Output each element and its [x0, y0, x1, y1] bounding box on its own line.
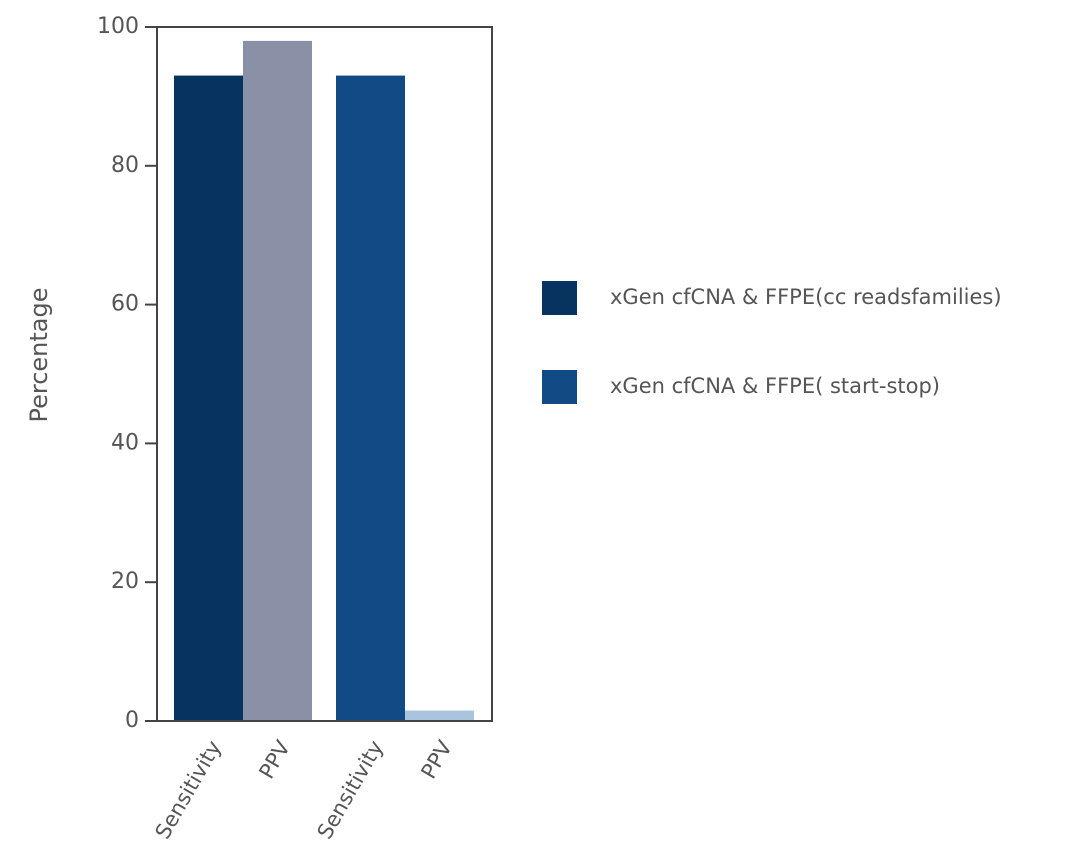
y-tick-label: 100 — [97, 14, 139, 39]
y-tick-label: 40 — [111, 430, 139, 455]
x-tick-label: PPV — [416, 736, 457, 783]
legend-swatch — [542, 370, 577, 404]
y-tick-label: 60 — [111, 292, 139, 317]
y-tick-label: 80 — [111, 153, 139, 178]
y-axis-label: Percentage — [25, 287, 53, 422]
legend-label: xGen cfCNA & FFPE(cc readsfamilies) — [610, 285, 1002, 309]
bar — [243, 40, 312, 721]
y-tick-label: 20 — [111, 569, 139, 594]
bar — [174, 75, 243, 721]
legend-label: xGen cfCNA & FFPE( start-stop) — [610, 374, 940, 398]
legend-swatch — [542, 281, 577, 315]
bar — [336, 75, 405, 721]
y-tick-label: 0 — [125, 708, 139, 733]
x-tick-label: PPV — [254, 736, 295, 783]
x-tick-label: Sensitivity — [151, 737, 226, 844]
plot-frame — [156, 26, 493, 722]
bar — [405, 710, 474, 721]
x-tick-label: Sensitivity — [313, 737, 388, 844]
